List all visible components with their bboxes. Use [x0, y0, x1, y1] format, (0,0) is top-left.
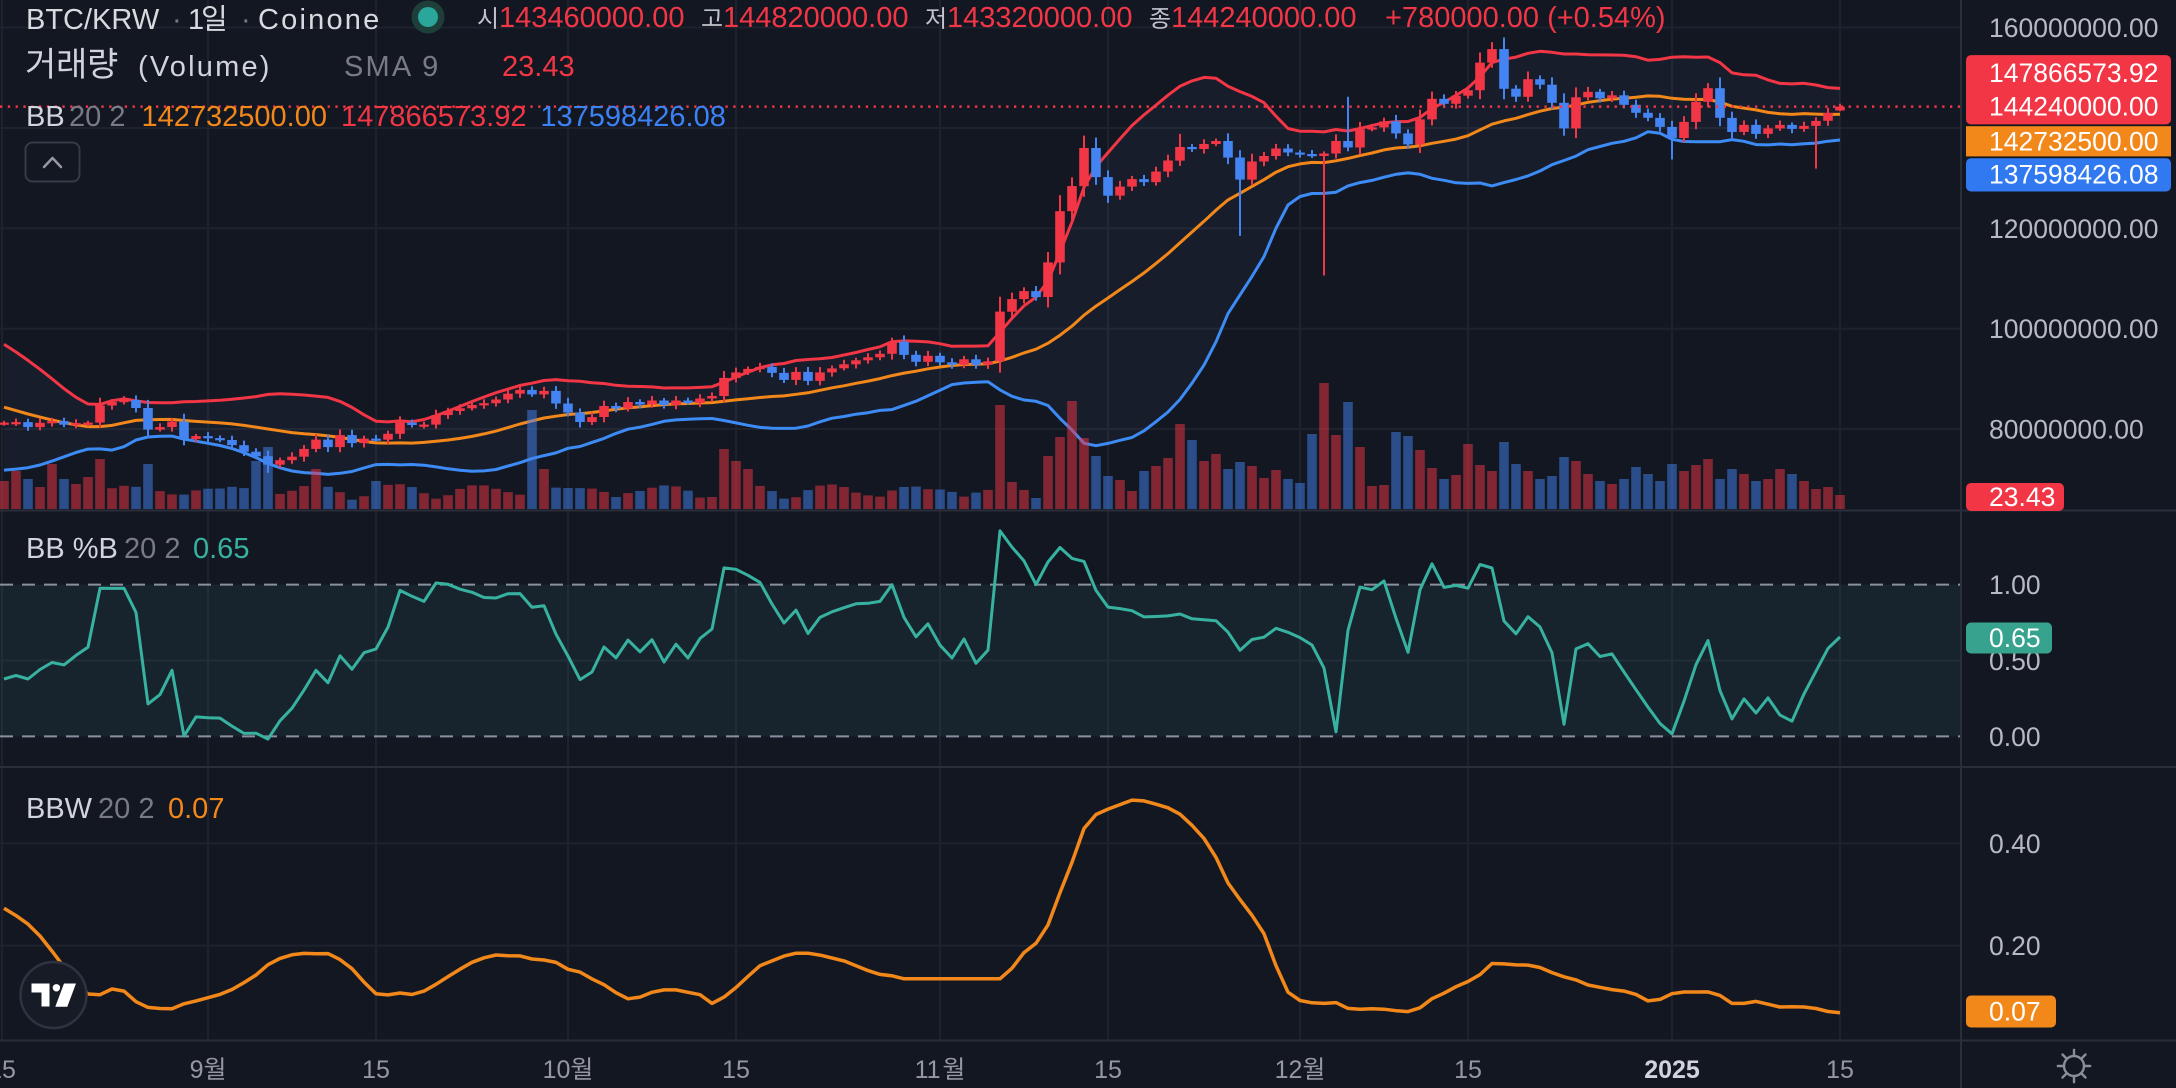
svg-text:1.00: 1.00	[1989, 570, 2041, 600]
svg-text:15: 15	[0, 1056, 16, 1084]
svg-text:SMA 9: SMA 9	[344, 51, 440, 83]
svg-text:·: ·	[241, 4, 251, 36]
svg-text:20 2: 20 2	[69, 101, 125, 133]
svg-text:144820000.00: 144820000.00	[723, 2, 908, 34]
svg-text:10: 10	[543, 1056, 571, 1084]
svg-text:2025: 2025	[1644, 1056, 1700, 1084]
svg-text:120000000.00: 120000000.00	[1989, 214, 2158, 244]
svg-text:15: 15	[722, 1056, 750, 1084]
svg-text:80000000.00: 80000000.00	[1989, 415, 2144, 445]
svg-text:144240000.00: 144240000.00	[1171, 2, 1356, 34]
svg-text:0.65: 0.65	[1989, 623, 2041, 653]
svg-text:1: 1	[188, 4, 204, 36]
svg-text:BB: BB	[26, 101, 65, 133]
svg-text:11: 11	[915, 1056, 941, 1084]
svg-text:12: 12	[1275, 1056, 1303, 1084]
svg-text:160000000.00: 160000000.00	[1989, 13, 2158, 43]
svg-text:23.43: 23.43	[502, 51, 575, 83]
svg-text:+780000.00 (+0.54%): +780000.00 (+0.54%)	[1385, 2, 1666, 34]
svg-text:0.65: 0.65	[193, 533, 249, 565]
svg-text:23.43: 23.43	[1989, 482, 2055, 512]
svg-text:9: 9	[190, 1056, 204, 1084]
svg-text:BBW: BBW	[26, 793, 93, 825]
svg-text:147866573.92: 147866573.92	[341, 101, 526, 133]
svg-text:15: 15	[1454, 1056, 1482, 1084]
svg-text:147866573.92: 147866573.92	[1989, 58, 2158, 88]
svg-text:142732500.00: 142732500.00	[142, 101, 327, 133]
svg-text:BB %B: BB %B	[26, 533, 118, 565]
svg-text:(Volume): (Volume)	[138, 51, 272, 83]
svg-text:0.40: 0.40	[1989, 829, 2041, 859]
svg-text:144240000.00: 144240000.00	[1989, 92, 2158, 122]
svg-text:·: ·	[172, 4, 182, 36]
svg-text:143460000.00: 143460000.00	[499, 2, 684, 34]
svg-text:Coinone: Coinone	[258, 4, 381, 36]
svg-text:137598426.08: 137598426.08	[540, 101, 725, 133]
svg-text:0.00: 0.00	[1989, 722, 2041, 752]
svg-text:100000000.00: 100000000.00	[1989, 314, 2158, 344]
svg-text:15: 15	[1826, 1056, 1854, 1084]
svg-text:143320000.00: 143320000.00	[947, 2, 1132, 34]
svg-text:20 2: 20 2	[98, 793, 154, 825]
svg-text:15: 15	[1094, 1056, 1122, 1084]
svg-text:BTC/KRW: BTC/KRW	[26, 4, 160, 36]
svg-text:20 2: 20 2	[124, 533, 180, 565]
svg-text:142732500.00: 142732500.00	[1989, 126, 2158, 156]
svg-text:0.07: 0.07	[168, 793, 224, 825]
svg-text:15: 15	[362, 1056, 390, 1084]
svg-text:137598426.08: 137598426.08	[1989, 160, 2158, 190]
svg-text:0.20: 0.20	[1989, 931, 2041, 961]
svg-text:0.07: 0.07	[1989, 997, 2041, 1027]
